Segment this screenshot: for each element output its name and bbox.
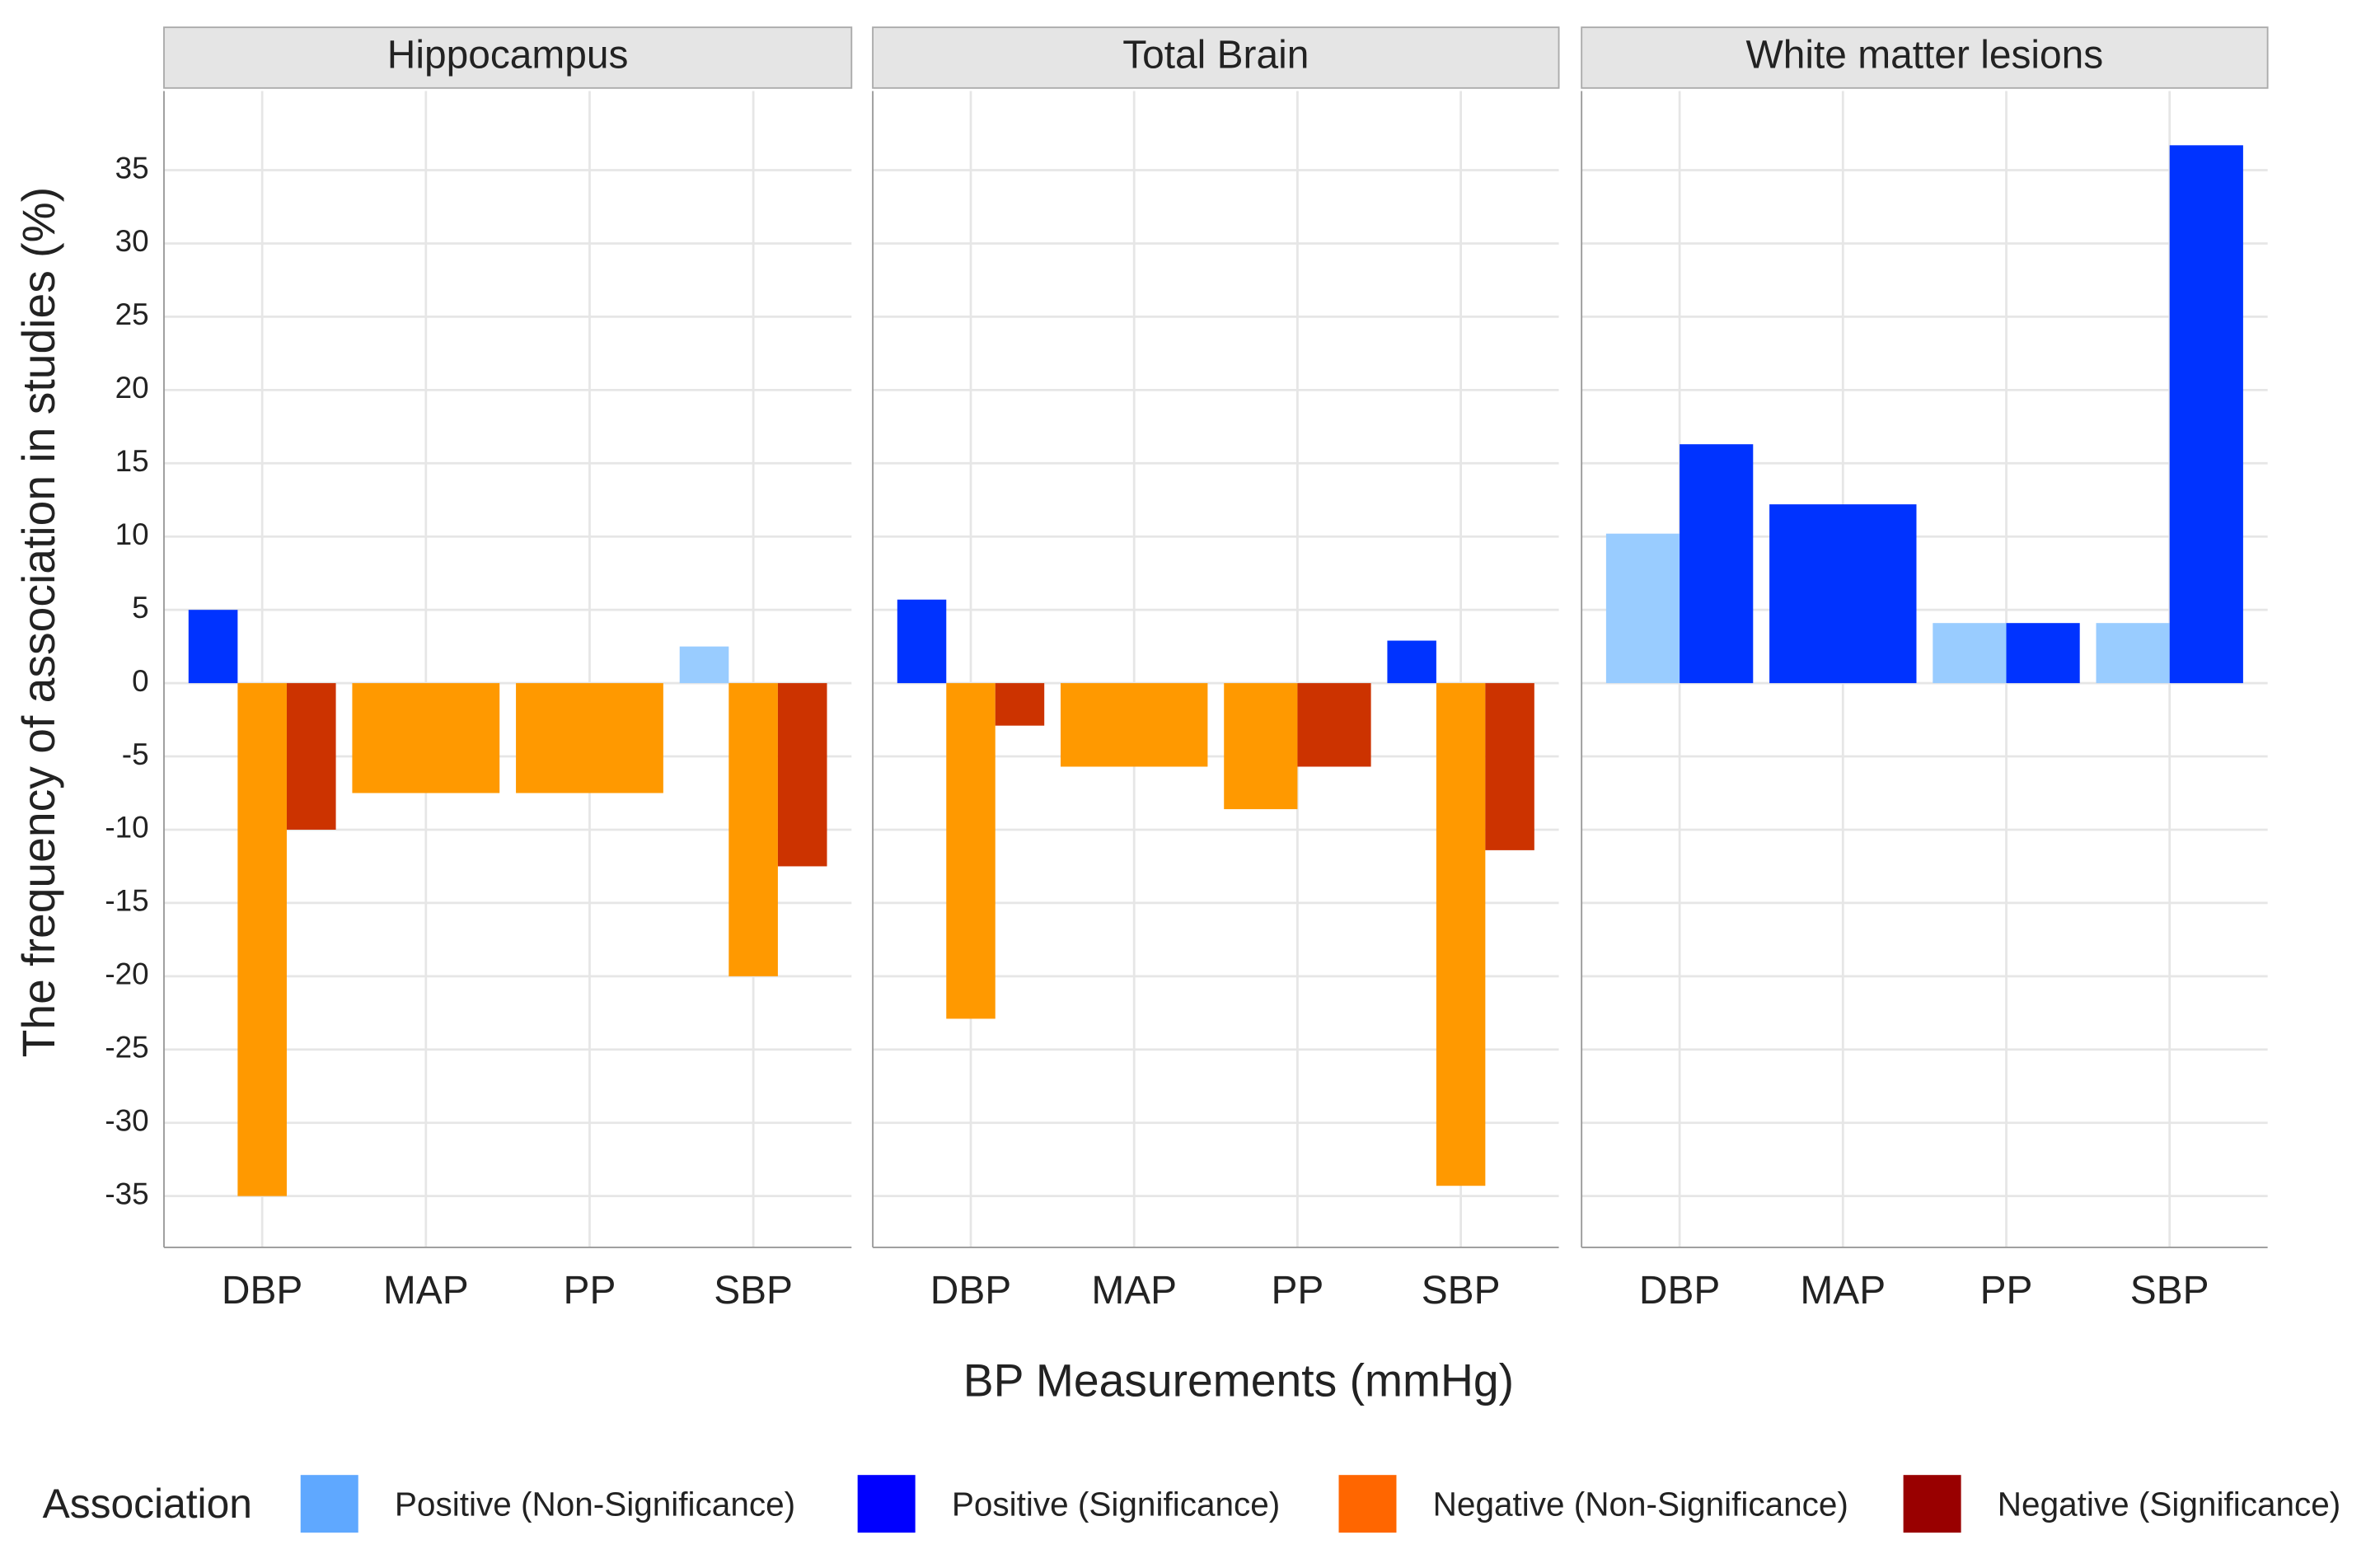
y-tick-label: 15 (115, 444, 149, 478)
bar (1387, 640, 1436, 684)
strip-title: Total Brain (1122, 34, 1309, 77)
x-tick-label: MAP (383, 1269, 469, 1313)
y-tick-label: 35 (115, 151, 149, 185)
x-tick-label: PP (1980, 1269, 2033, 1313)
bar (679, 646, 729, 684)
x-tick-label: SBP (1422, 1269, 1501, 1313)
x-tick-label: DBP (930, 1269, 1011, 1313)
bar (286, 683, 336, 830)
bar (1485, 683, 1534, 850)
bar (946, 683, 996, 1019)
bar (729, 683, 778, 976)
bar (2096, 623, 2170, 684)
legend-label: Negative (Non-Significance) (1433, 1486, 1848, 1523)
strip-title: Hippocampus (387, 34, 629, 77)
y-tick-label: -35 (105, 1177, 148, 1210)
y-tick-label: 5 (132, 591, 148, 625)
y-tick-label: 25 (115, 297, 149, 331)
y-tick-label: -30 (105, 1103, 148, 1137)
bar (237, 683, 287, 1196)
x-tick-label: MAP (1800, 1269, 1886, 1313)
bar (1769, 504, 1917, 684)
strip (163, 26, 853, 89)
strip (1581, 26, 2269, 89)
x-tick-label: DBP (1639, 1269, 1720, 1313)
y-tick-label: -10 (105, 811, 148, 845)
y-tick-label: -25 (105, 1031, 148, 1065)
bar (1297, 683, 1371, 767)
bar (516, 683, 663, 793)
legend-label: Positive (Non-Significance) (395, 1486, 795, 1523)
bar (1605, 533, 1680, 684)
bar (352, 683, 500, 793)
bar (995, 683, 1045, 726)
y-tick-label: 30 (115, 224, 149, 258)
bar (1061, 683, 1208, 767)
y-tick-label: 0 (132, 664, 148, 698)
legend-label: Negative (Significance) (1998, 1486, 2340, 1523)
legend-key (300, 1475, 358, 1533)
bar (188, 610, 238, 684)
bar (1680, 444, 1754, 684)
x-tick-label: SBP (714, 1269, 793, 1313)
bar (1436, 683, 1486, 1186)
x-tick-label: MAP (1091, 1269, 1177, 1313)
y-tick-label: -15 (105, 884, 148, 918)
strip-title: White matter lesions (1746, 34, 2104, 77)
y-tick-label: 10 (115, 517, 149, 551)
y-tick-label: -20 (105, 957, 148, 991)
bar (1933, 623, 2007, 684)
y-tick-label: -5 (122, 737, 149, 771)
legend-label: Positive (Significance) (952, 1486, 1280, 1523)
y-tick-label: 20 (115, 371, 149, 405)
x-tick-label: DBP (222, 1269, 302, 1313)
legend-key (857, 1475, 916, 1533)
legend-title: Association (43, 1481, 252, 1527)
x-tick-label: SBP (2130, 1269, 2209, 1313)
bar (897, 599, 947, 684)
bar (2169, 145, 2243, 684)
legend-key (1338, 1475, 1397, 1533)
bar (777, 683, 827, 867)
strip (872, 26, 1560, 89)
bar (1224, 683, 1298, 810)
legend-key (1903, 1475, 1961, 1533)
x-tick-label: PP (564, 1269, 616, 1313)
bar (2006, 623, 2080, 684)
x-tick-label: PP (1271, 1269, 1324, 1313)
x-axis-title: BP Measurements (mmHg) (963, 1355, 1514, 1406)
y-axis-title: The frequency of association in studies … (13, 187, 64, 1057)
